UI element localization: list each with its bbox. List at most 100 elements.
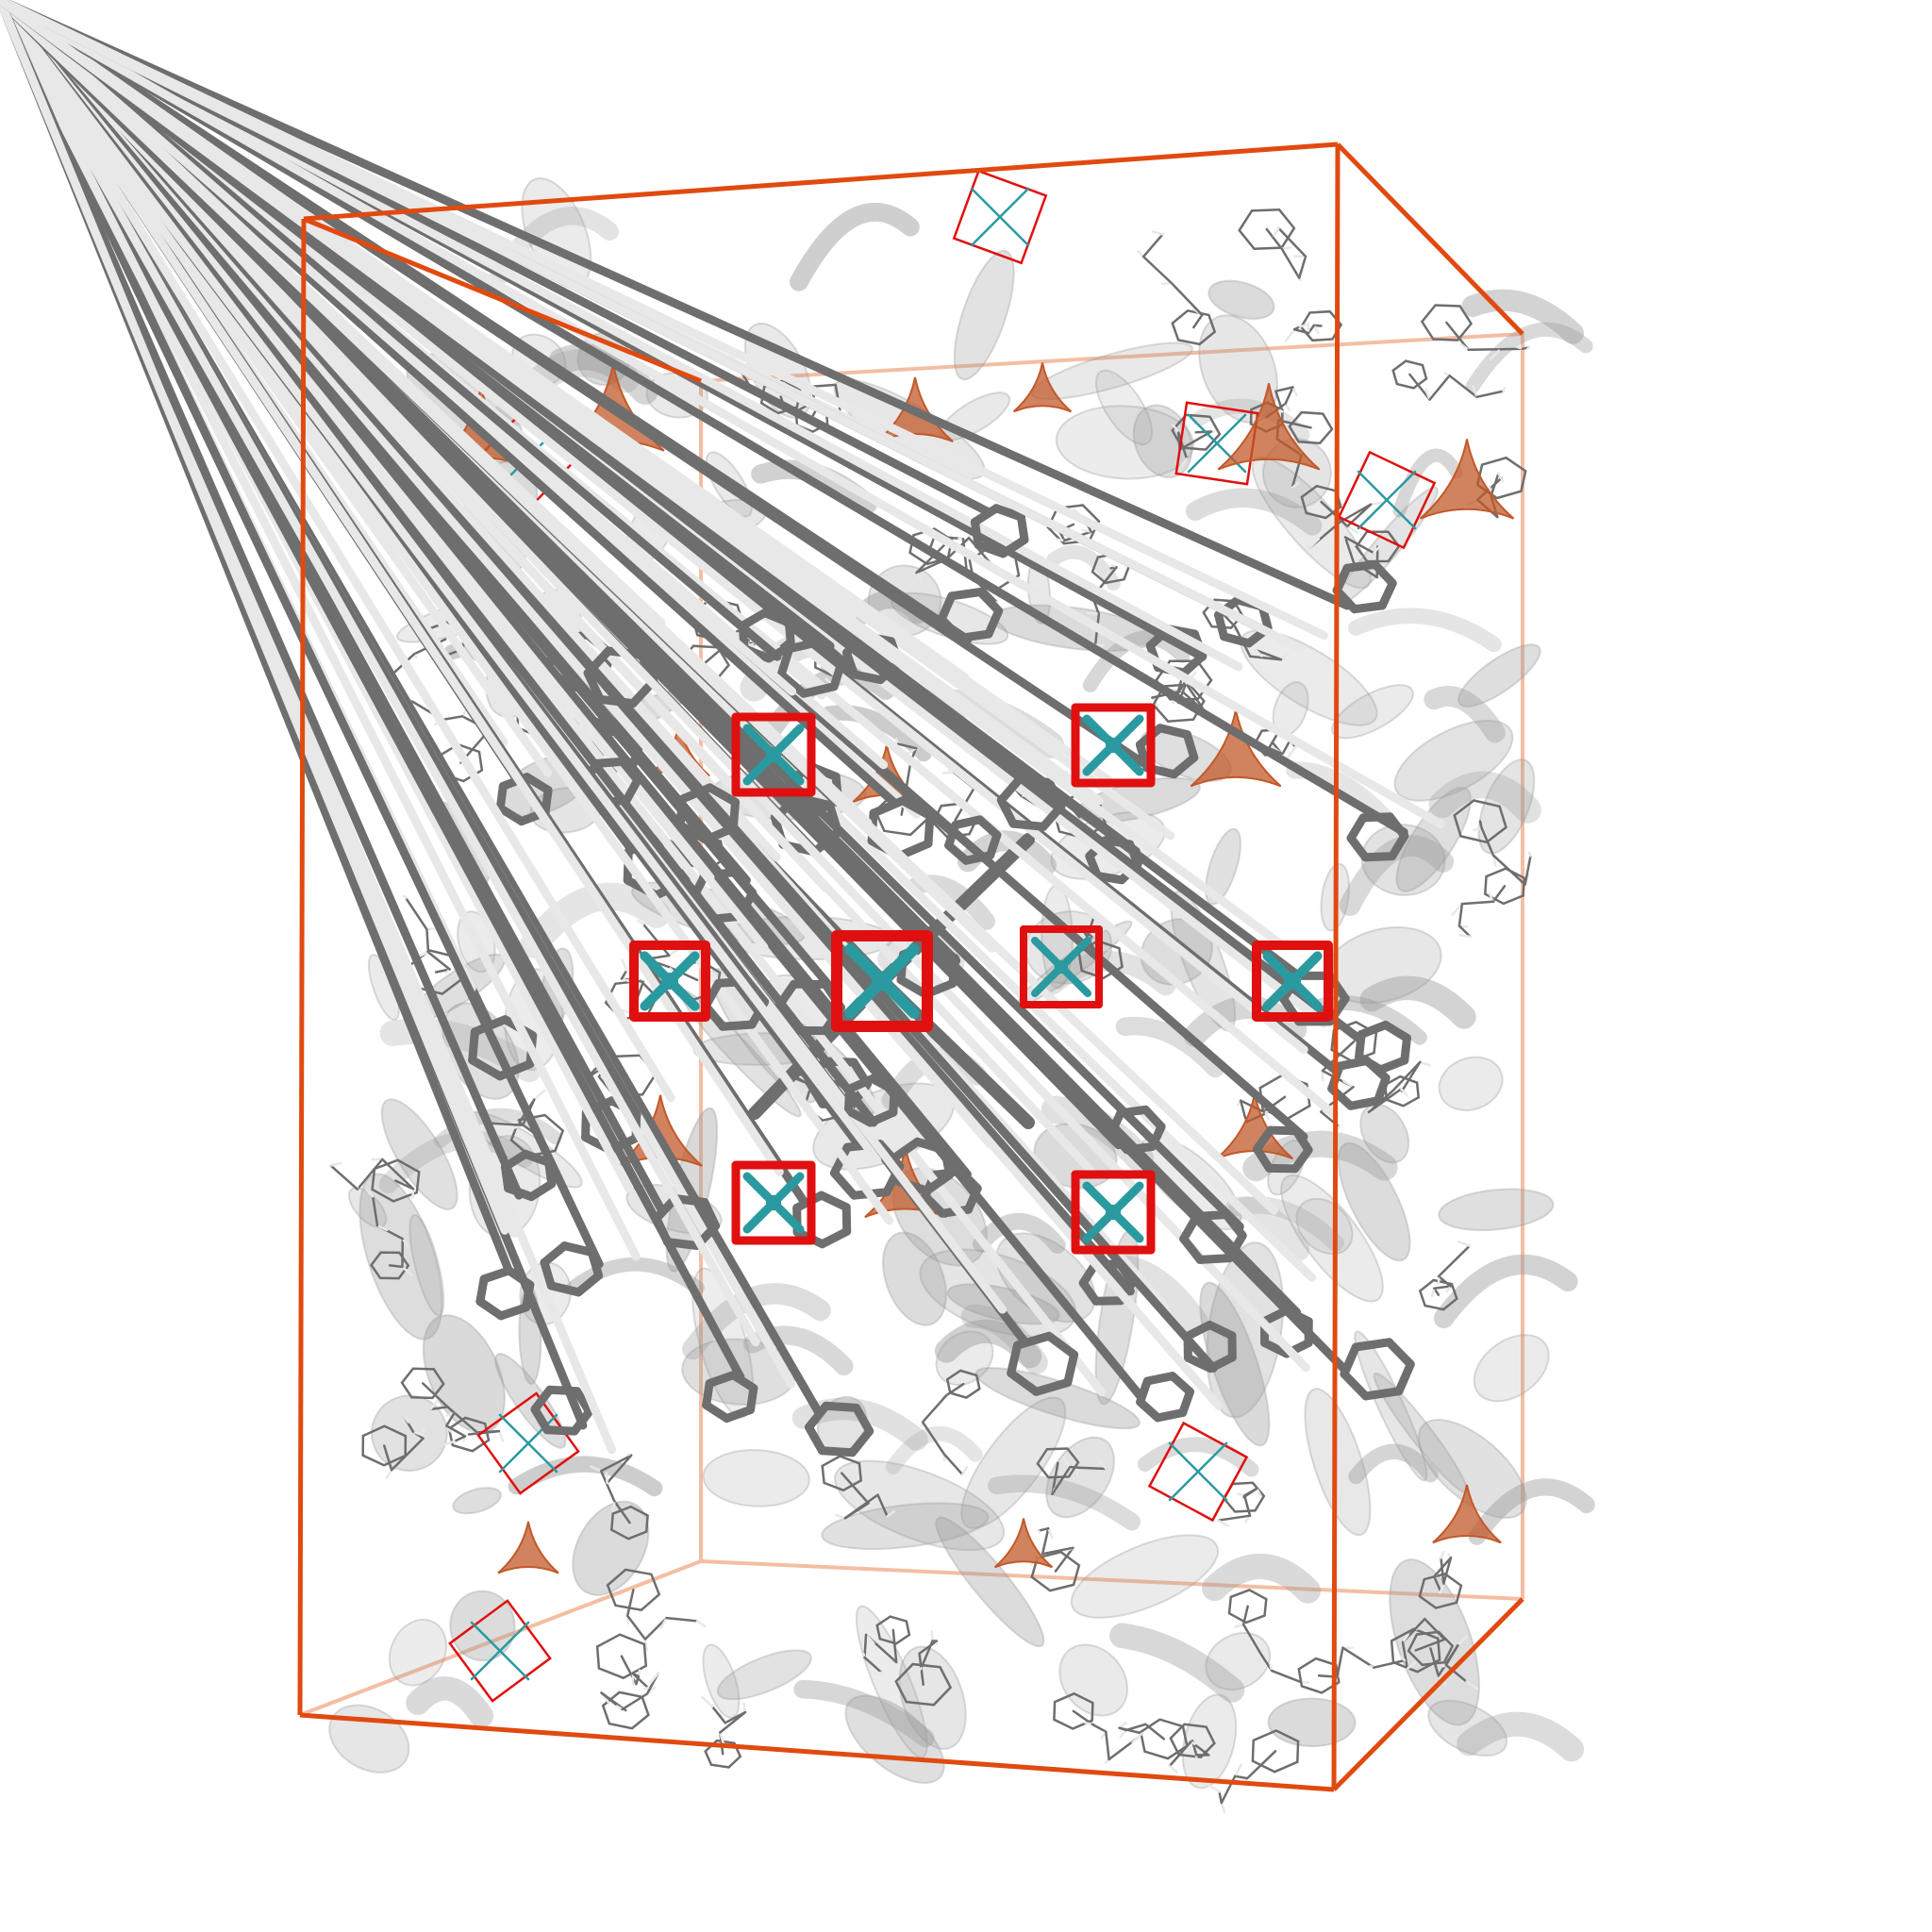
wire-hydrogen <box>1233 1623 1245 1628</box>
wire-hydrogen <box>1172 424 1180 434</box>
stick-ring-bond <box>850 670 885 685</box>
isosurface-blob <box>1070 1534 1220 1619</box>
wire-bond <box>625 1614 647 1641</box>
stick-ring-bond <box>706 783 740 807</box>
wire-bond <box>1245 1750 1277 1780</box>
isosurface-tube <box>793 1679 935 1748</box>
stick-bond <box>0 0 797 696</box>
wire-hydrogen <box>1207 1783 1221 1793</box>
wire-bond <box>1320 500 1349 528</box>
wire-hydrogen <box>365 1189 375 1198</box>
wire-bond <box>405 896 428 931</box>
wire-bond <box>1429 1647 1441 1677</box>
wire-bond <box>1437 1244 1472 1278</box>
wire-hydrogen <box>1399 1656 1407 1662</box>
cell-edge-front <box>1332 1597 1524 1791</box>
stick-ring-bond <box>818 1226 852 1249</box>
wire-bond <box>1168 1740 1192 1768</box>
isosurface-tube <box>1202 1553 1321 1604</box>
stick-ring-bond <box>1142 1372 1177 1386</box>
stick-ring-bond <box>1031 1378 1073 1396</box>
isosurface-blob <box>1094 369 1154 446</box>
isosurface-pocket <box>1012 362 1073 413</box>
isosurface-blob <box>1438 1056 1504 1112</box>
metal-clusters <box>629 703 1333 1255</box>
wire-hydrogen <box>1406 1658 1420 1671</box>
wire-hydrogen <box>1457 933 1472 939</box>
wire-hydrogen <box>1083 1721 1094 1726</box>
wire-bond <box>1336 1646 1344 1678</box>
isosurface-blob <box>1058 1643 1129 1717</box>
wire-bond <box>1178 430 1213 451</box>
isosurface-blob <box>1304 1388 1372 1537</box>
wire-hydrogen <box>1047 1526 1054 1539</box>
isosurface-pocket <box>497 1521 559 1574</box>
wire-bond <box>1490 472 1500 497</box>
wire-bond <box>710 1705 726 1724</box>
stick-ring-bond <box>804 1401 831 1432</box>
metal-cluster <box>1071 703 1156 788</box>
wire-bond <box>1265 227 1283 250</box>
wire-bond <box>1491 885 1507 904</box>
wire-hydrogen <box>1256 1487 1262 1497</box>
isosurface-pocket <box>1190 709 1282 788</box>
wire-oxygen-square <box>952 169 1048 265</box>
wire-ring <box>609 1505 649 1541</box>
stick-ring-bond <box>591 757 627 768</box>
wire-bond <box>1051 1461 1059 1496</box>
wire-bond <box>1054 1546 1074 1573</box>
wire-ring <box>704 1739 742 1769</box>
wire-bond <box>1141 233 1164 258</box>
wire-hydrogen <box>1457 1240 1472 1247</box>
stick-ring-bond <box>1063 1350 1079 1387</box>
wire-bond <box>1444 1643 1459 1667</box>
isosurface-blob <box>1427 1699 1508 1757</box>
stick-ring-bond <box>1360 852 1397 862</box>
stick-ring-bond <box>924 811 935 848</box>
wire-bond <box>1499 347 1524 351</box>
wire-hydrogen <box>1497 472 1505 483</box>
wire-ring <box>1251 1729 1300 1774</box>
isosurface-blob <box>1240 629 1378 726</box>
wire-hydrogen <box>1419 1060 1431 1067</box>
wire-ring <box>1036 1447 1080 1479</box>
wire-bond <box>920 1640 934 1670</box>
wire-bond <box>1041 1526 1050 1556</box>
wire-bond <box>1248 655 1283 661</box>
wire-bond <box>843 1493 879 1520</box>
isosurface-blob <box>1473 1334 1550 1403</box>
stick-ring-bond <box>1265 1163 1300 1174</box>
wire-hydrogen <box>375 1224 389 1232</box>
isosurface-blob <box>1477 758 1536 855</box>
wire-bond <box>1480 826 1495 857</box>
stick-ring-bond <box>1182 730 1199 762</box>
wire-hydrogen <box>411 1430 425 1437</box>
wire-bond <box>1475 390 1505 399</box>
stick-ring-bond <box>921 1191 947 1218</box>
stick-ring-bond <box>1007 1369 1041 1396</box>
wire-bond <box>421 1382 456 1415</box>
wire-hydrogen <box>1460 343 1470 351</box>
wire-bond <box>1445 321 1470 351</box>
isosurface-blob <box>1267 1697 1357 1748</box>
wire-hydrogen <box>1151 230 1164 236</box>
metal-atom <box>1054 959 1069 974</box>
wire-bond <box>945 1382 965 1397</box>
wire-bond <box>1091 1723 1108 1733</box>
isosurface-tube <box>1186 488 1323 536</box>
wire-bond <box>1144 1723 1166 1740</box>
wire-bond <box>1218 1790 1224 1805</box>
isosurface-tube <box>988 1474 1141 1531</box>
wire-bond <box>1276 419 1312 429</box>
stick-bond <box>0 0 509 1235</box>
wire-bond <box>1442 1556 1453 1586</box>
wire-ring <box>1418 1278 1458 1311</box>
wire-ring <box>1169 1723 1216 1759</box>
wire-hydrogen <box>1373 541 1385 555</box>
wire-hydrogen <box>1137 249 1145 258</box>
stick-ring-bond <box>1351 1338 1393 1352</box>
wire-hydrogen <box>425 927 438 931</box>
stick-ring-bond <box>848 1426 874 1457</box>
wire-hydrogen <box>1465 1680 1478 1690</box>
wire-bond <box>329 1164 359 1191</box>
